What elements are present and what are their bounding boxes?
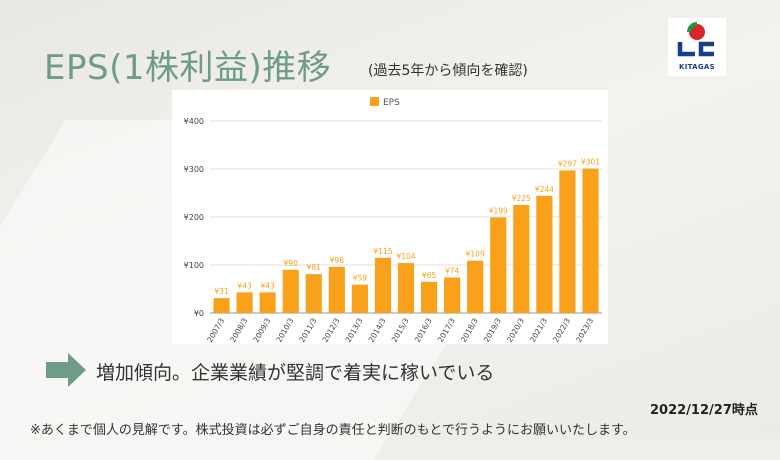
bar bbox=[305, 274, 322, 313]
data-label: ¥90 bbox=[284, 259, 299, 268]
data-label: ¥115 bbox=[373, 247, 392, 256]
data-label: ¥81 bbox=[307, 263, 322, 272]
bar bbox=[259, 292, 276, 313]
bar bbox=[328, 266, 345, 313]
x-tick-label: 2018/3 bbox=[459, 316, 480, 344]
kitagas-logo-icon bbox=[677, 22, 714, 57]
data-label: ¥65 bbox=[422, 271, 437, 280]
x-tick-label: 2015/3 bbox=[390, 316, 411, 344]
bar bbox=[374, 257, 392, 313]
slide-title: EPS(1株利益)推移 bbox=[44, 48, 332, 88]
data-label: ¥109 bbox=[466, 250, 485, 259]
y-tick-label: ¥100 bbox=[184, 261, 204, 270]
bar bbox=[536, 195, 553, 313]
as-of-date: 2022/12/27時点 bbox=[650, 403, 758, 418]
eps-bar-chart: EPS ¥0 ¥100 ¥200 ¥300 ¥400 ¥31 2007/3 ¥43 2008/3 ¥… bbox=[184, 97, 602, 344]
x-tick-label: 2012/3 bbox=[321, 316, 342, 344]
data-label: ¥301 bbox=[581, 158, 600, 167]
slide-subtitle: (過去5年から傾向を確認) bbox=[368, 63, 528, 79]
legend-label: EPS bbox=[383, 98, 400, 108]
y-tick-label: ¥200 bbox=[184, 213, 204, 222]
bar bbox=[397, 263, 415, 313]
x-tick-label: 2011/3 bbox=[298, 316, 319, 344]
eps-chart: EPS ¥0 ¥100 ¥200 ¥300 ¥400 ¥31 2007/3 ¥43 2008/3 ¥… bbox=[172, 90, 608, 344]
x-tick-label: 2014/3 bbox=[367, 316, 388, 344]
logo-text: KITAGAS bbox=[679, 63, 715, 71]
bar bbox=[282, 269, 299, 313]
bar bbox=[582, 168, 599, 313]
data-label: ¥43 bbox=[237, 281, 252, 290]
x-tick-label: 2008/3 bbox=[228, 316, 249, 344]
bar bbox=[236, 292, 253, 313]
data-label: ¥96 bbox=[330, 256, 345, 265]
bar bbox=[513, 205, 530, 313]
bar bbox=[467, 260, 484, 313]
conclusion-text: 増加傾向。企業業績が堅調で着実に稼いでいる bbox=[96, 362, 495, 384]
data-label: ¥31 bbox=[214, 287, 229, 296]
bar bbox=[444, 277, 461, 313]
data-label: ¥104 bbox=[396, 252, 415, 261]
data-label: ¥225 bbox=[512, 194, 531, 203]
y-tick-label: ¥400 bbox=[184, 117, 204, 126]
data-label: ¥74 bbox=[445, 266, 460, 275]
x-tick-label: 2021/3 bbox=[528, 316, 549, 344]
x-tick-label: 2019/3 bbox=[482, 316, 503, 344]
data-label: ¥43 bbox=[260, 281, 275, 290]
x-tick-label: 2007/3 bbox=[205, 316, 226, 344]
bar bbox=[559, 170, 576, 313]
bar bbox=[213, 298, 230, 313]
data-label: ¥297 bbox=[558, 159, 577, 168]
x-tick-label: 2023/3 bbox=[574, 316, 595, 344]
data-label: ¥59 bbox=[353, 274, 368, 283]
legend-swatch bbox=[370, 97, 379, 106]
arrow-right-icon bbox=[46, 353, 86, 387]
y-tick-label: ¥0 bbox=[194, 309, 204, 318]
data-label: ¥244 bbox=[535, 185, 554, 194]
x-tick-label: 2013/3 bbox=[344, 316, 365, 344]
bar bbox=[490, 217, 507, 313]
y-tick-label: ¥300 bbox=[184, 165, 204, 174]
bar bbox=[351, 284, 368, 313]
x-tick-label: 2009/3 bbox=[251, 316, 272, 344]
disclaimer-text: ※あくまで個人の見解です。株式投資は必ずご自身の責任と判断のもとで行うようにお願… bbox=[30, 423, 636, 438]
x-tick-label: 2016/3 bbox=[413, 316, 434, 344]
company-logo: KITAGAS bbox=[668, 18, 726, 76]
x-tick-label: 2022/3 bbox=[551, 316, 572, 344]
bar bbox=[420, 281, 438, 313]
x-tick-label: 2010/3 bbox=[274, 316, 295, 344]
x-tick-label: 2017/3 bbox=[436, 316, 457, 344]
data-label: ¥199 bbox=[489, 206, 508, 215]
x-tick-label: 2020/3 bbox=[505, 316, 526, 344]
